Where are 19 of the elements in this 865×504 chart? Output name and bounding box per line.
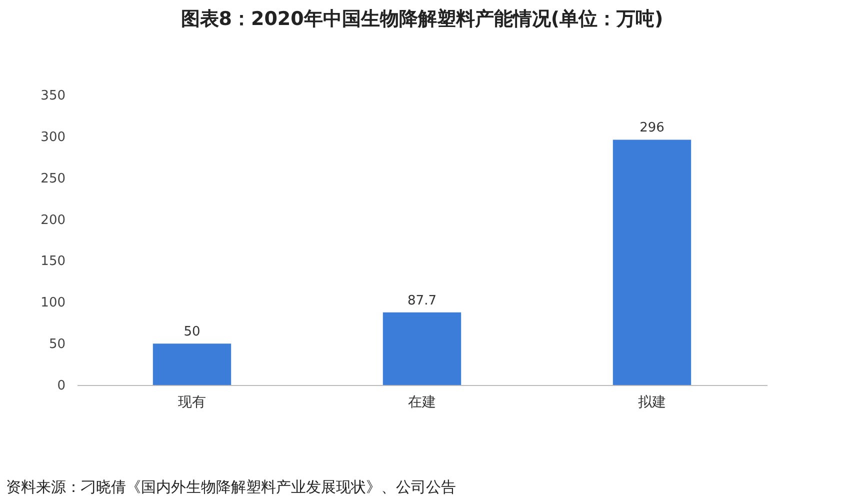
chart-title: 图表8：2020年中国生物降解塑料产能情况(单位：万吨) <box>180 8 664 30</box>
x-tick-label: 现有 <box>178 394 206 410</box>
y-tick-label: 300 <box>40 130 66 145</box>
x-tick-label: 在建 <box>408 394 436 410</box>
y-tick-label: 200 <box>40 212 66 228</box>
y-tick-label: 100 <box>40 296 66 311</box>
y-tick-label: 250 <box>40 171 66 186</box>
y-tick-label: 350 <box>40 88 66 104</box>
bar <box>612 140 692 385</box>
y-tick-label: 150 <box>40 254 66 270</box>
y-tick-label: 50 <box>48 337 66 352</box>
text: 资料来源：刁晓倩《国内外生物降解塑料产业发展现状》、公司公告 <box>6 478 456 497</box>
y-tick-label: 0 <box>57 378 66 394</box>
x-tick-label: 拟建 <box>638 394 666 410</box>
bar <box>152 344 232 385</box>
data-label: 87.7 <box>408 293 436 308</box>
data-label: 50 <box>184 324 200 340</box>
data-label: 296 <box>640 120 664 136</box>
bar <box>382 312 462 385</box>
